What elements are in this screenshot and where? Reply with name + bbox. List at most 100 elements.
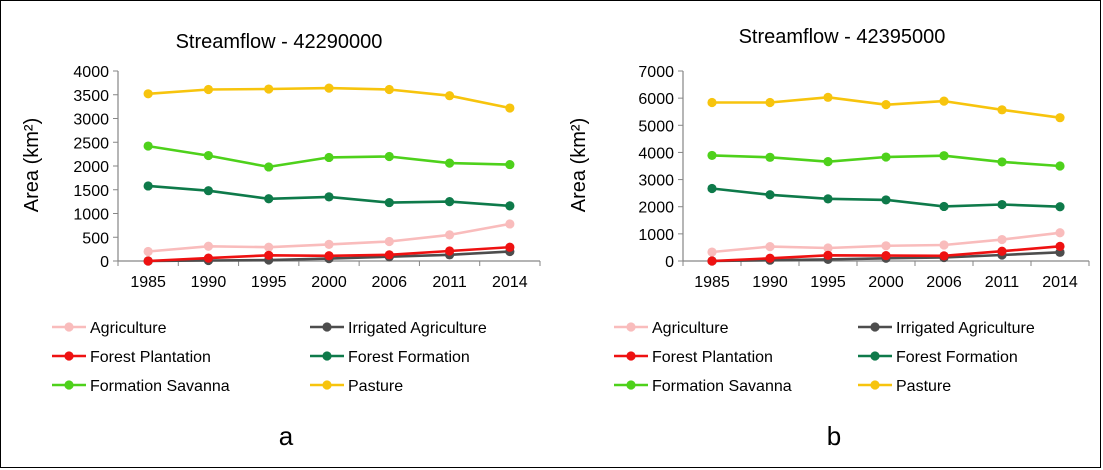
chart-b-data-point (1055, 202, 1065, 212)
chart-a-data-point (324, 83, 334, 93)
chart-b-legend-label: Irrigated Agriculture (896, 320, 1035, 337)
chart-a-x-tick-label: 1985 (130, 274, 166, 291)
chart-a-title: Streamflow - 42290000 (176, 31, 383, 53)
chart-b-data-point (707, 247, 717, 257)
chart-a-data-point (444, 246, 455, 256)
chart-a-series-0 (143, 219, 515, 257)
chart-a-legend-item: Forest Formation (310, 349, 470, 366)
chart-a-legend-label: Forest Plantation (90, 349, 211, 366)
chart-a-y-axis-label: Area (km²) (21, 118, 43, 212)
chart-a-data-point (505, 159, 515, 170)
chart-b-data-point (997, 246, 1007, 256)
chart-a-legend-label: Formation Savanna (90, 378, 230, 395)
chart-b-x-tick-label: 1985 (694, 274, 730, 291)
chart-b-data-point (939, 96, 949, 106)
chart-b-legend-item: Pasture (858, 378, 951, 395)
chart-b-data-point (1055, 241, 1065, 251)
chart-b-data-point (823, 157, 833, 167)
chart-a-x-tick-label: 2014 (492, 274, 528, 291)
chart-b-series-4 (707, 150, 1065, 171)
chart-a-legend-item: Formation Savanna (52, 378, 230, 395)
chart-a-series-4 (143, 141, 515, 172)
chart-a-x-tick-label: 1990 (191, 274, 227, 291)
chart-b-data-point (823, 194, 833, 204)
chart-b-data-point (765, 242, 775, 252)
chart-a-legend-swatch-marker (322, 351, 332, 361)
chart-a-data-point (384, 197, 394, 208)
chart-b-panel-label: b (827, 421, 841, 451)
chart-b-legend-label: Formation Savanna (652, 378, 792, 395)
chart-b-legend-label: Forest Plantation (652, 349, 773, 366)
chart-b-data-point (1055, 161, 1065, 171)
chart-b-y-axis-label: Area (km²) (568, 118, 590, 212)
chart-a-series-2 (143, 242, 515, 266)
chart-a-data-point (264, 162, 274, 172)
chart-b-x-tick-label: 2011 (985, 274, 1020, 291)
chart-a-y-tick-label: 2000 (73, 159, 109, 176)
chart-a-y-tick-label: 4000 (73, 64, 109, 81)
chart-a-data-point (264, 250, 274, 260)
chart-b-legend-swatch-marker (870, 380, 880, 390)
chart-b-legend-swatch-marker (870, 322, 880, 332)
chart-a-data-point (444, 230, 455, 240)
chart-b-legend-swatch-marker (626, 322, 636, 332)
chart-a: Streamflow - 42290000 Area (km²) a 0 500 1… (21, 31, 541, 451)
chart-b-y-tick-label: 4000 (638, 145, 674, 162)
chart-a-data-point (203, 150, 214, 161)
chart-a-data-point (505, 219, 515, 229)
chart-b-legend-label: Pasture (896, 378, 951, 395)
chart-a-legend-label: Forest Formation (348, 349, 470, 366)
chart-b-y-tick-label: 5000 (638, 118, 674, 135)
chart-a-data-point (264, 194, 274, 204)
chart-a-data-point (384, 250, 394, 260)
chart-b-data-point (823, 92, 833, 102)
chart-b-x-tick-label: 2014 (1042, 274, 1078, 291)
chart-a-y-tick-label: 1000 (73, 207, 109, 224)
chart-b-data-point (881, 195, 891, 205)
chart-a-legend-item: Agriculture (52, 320, 167, 337)
chart-b-series-2 (707, 241, 1065, 266)
chart-b-data-point (765, 190, 775, 200)
chart-a-y-tick-label: 1500 (73, 183, 109, 200)
chart-a-x-tick-label: 2011 (432, 274, 467, 291)
chart-b-legend-label: Agriculture (652, 320, 729, 337)
chart-b-data-point (881, 241, 891, 251)
chart-b-legend-item: Agriculture (614, 320, 729, 337)
chart-b-data-point (997, 234, 1007, 245)
chart-b: Streamflow - 42395000 Area (km²) b 0 1000… (568, 26, 1090, 451)
chart-b-data-point (997, 199, 1007, 210)
chart-a-data-point (324, 251, 334, 261)
chart-a-data-point (264, 242, 274, 252)
chart-a-data-point (444, 158, 455, 168)
chart-b-legend-swatch-marker (870, 351, 880, 361)
chart-a-data-point (143, 141, 153, 151)
chart-b-data-point (707, 256, 717, 266)
chart-b-legend-item: Forest Formation (858, 349, 1018, 366)
chart-a-legend-swatch-marker (64, 380, 74, 390)
chart-b-data-point (881, 100, 891, 110)
chart-a-legend-label: Agriculture (90, 320, 167, 337)
chart-b-series-0 (707, 228, 1065, 257)
chart-a-data-point (505, 201, 515, 211)
chart-b-series-5 (707, 92, 1065, 123)
chart-a-data-point (143, 89, 153, 99)
chart-a-y-tick-label: 500 (82, 230, 109, 247)
chart-b-y-tick-label: 7000 (638, 64, 674, 81)
chart-b-data-point (765, 152, 775, 162)
chart-a-y-tick-label: 3000 (73, 112, 109, 129)
chart-b-data-point (939, 201, 949, 212)
chart-b-legend-item: Irrigated Agriculture (858, 320, 1035, 337)
chart-a-panel-label: a (279, 421, 294, 451)
chart-a-data-point (505, 242, 515, 252)
chart-a-data-point (203, 84, 214, 95)
chart-b-data-point (997, 157, 1007, 167)
chart-a-data-point (384, 236, 394, 247)
chart-a-data-point (143, 246, 153, 257)
chart-b-y-tick-label: 6000 (638, 91, 674, 108)
chart-a-data-point (203, 186, 214, 196)
chart-a-legend-label: Pasture (348, 378, 403, 395)
chart-b-data-point (997, 105, 1007, 115)
chart-a-y-tick-label: 0 (100, 254, 109, 271)
chart-a-data-point (444, 197, 455, 207)
chart-b-data-point (765, 97, 775, 108)
